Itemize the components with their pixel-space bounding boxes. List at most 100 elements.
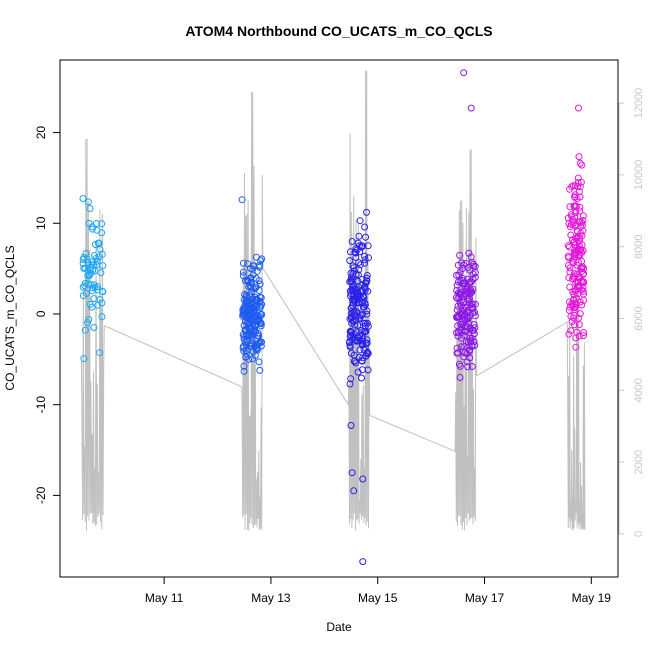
data-point xyxy=(243,319,251,326)
series-flight-4 xyxy=(452,69,479,381)
data-point xyxy=(468,363,476,370)
data-point xyxy=(239,272,247,280)
data-point xyxy=(570,202,578,210)
data-point xyxy=(80,355,88,363)
x-tick-label: May 19 xyxy=(572,591,612,605)
data-point xyxy=(568,236,576,244)
data-point xyxy=(566,243,573,251)
data-point xyxy=(346,338,354,345)
y-tick-label: -10 xyxy=(34,396,48,414)
data-point xyxy=(363,336,371,344)
data-point xyxy=(351,321,359,329)
data-point xyxy=(357,311,365,319)
data-point xyxy=(94,301,102,309)
data-point xyxy=(352,253,360,261)
data-point xyxy=(454,332,462,340)
y-tick-label: 10 xyxy=(34,216,48,230)
data-point xyxy=(453,306,461,314)
data-point xyxy=(81,326,89,334)
data-point xyxy=(351,248,359,256)
data-point xyxy=(456,374,464,381)
data-point xyxy=(471,300,479,308)
data-point xyxy=(468,288,476,296)
data-point xyxy=(453,329,461,337)
data-point xyxy=(464,344,471,352)
data-point xyxy=(84,198,92,206)
data-point xyxy=(471,341,479,349)
data-point xyxy=(88,261,96,269)
data-point xyxy=(79,195,87,202)
data-point xyxy=(465,297,473,305)
data-point xyxy=(461,316,469,324)
data-point xyxy=(460,69,468,77)
data-point xyxy=(577,223,585,231)
data-point xyxy=(453,349,461,357)
data-point xyxy=(348,238,356,245)
data-point xyxy=(83,255,91,263)
data-point xyxy=(346,248,354,256)
data-point xyxy=(577,229,585,237)
data-point xyxy=(88,225,96,233)
data-point xyxy=(96,349,104,357)
data-point xyxy=(576,310,584,318)
data-point xyxy=(456,268,464,276)
data-point xyxy=(363,307,371,315)
data-point xyxy=(565,330,573,338)
data-point xyxy=(81,279,89,287)
data-point xyxy=(93,226,101,234)
data-point xyxy=(355,232,363,240)
series-flight-1 xyxy=(79,195,107,363)
data-point xyxy=(358,341,366,349)
data-point xyxy=(245,325,253,333)
data-point xyxy=(354,333,362,341)
data-point xyxy=(574,246,582,254)
data-point xyxy=(355,259,363,267)
data-point xyxy=(347,422,355,429)
data-point xyxy=(578,278,586,286)
data-point xyxy=(363,272,371,279)
data-point xyxy=(453,281,461,289)
y2-tick-label: 6000 xyxy=(633,306,645,330)
x-tick-label: May 17 xyxy=(465,591,505,605)
y2-tick-label: 12000 xyxy=(633,88,645,119)
data-point xyxy=(348,469,356,477)
y2-tick-label: 0 xyxy=(633,531,645,537)
data-point xyxy=(84,319,91,327)
data-point xyxy=(242,353,250,361)
data-point xyxy=(245,301,253,309)
data-point xyxy=(576,183,584,191)
data-point xyxy=(453,344,461,352)
data-point xyxy=(239,268,247,276)
data-point xyxy=(579,287,587,295)
data-point xyxy=(348,302,356,309)
data-point xyxy=(258,300,266,308)
data-point xyxy=(362,279,370,287)
data-point xyxy=(454,261,462,269)
data-point xyxy=(99,288,107,296)
data-point xyxy=(238,196,246,204)
data-point xyxy=(359,354,367,362)
data-point xyxy=(91,267,99,275)
data-point xyxy=(350,487,358,495)
data-point xyxy=(573,195,581,203)
data-point xyxy=(571,251,578,259)
data-point xyxy=(572,334,580,342)
data-point xyxy=(239,259,247,267)
data-point xyxy=(257,257,265,265)
data-point xyxy=(469,275,477,283)
data-point xyxy=(571,207,579,215)
data-point xyxy=(242,325,250,333)
data-point xyxy=(464,264,472,271)
data-point xyxy=(253,296,261,304)
data-point xyxy=(565,261,572,269)
data-point xyxy=(241,317,249,325)
data-point xyxy=(354,283,362,291)
data-point xyxy=(347,290,355,298)
data-point xyxy=(364,287,372,295)
data-point xyxy=(571,191,579,199)
data-point xyxy=(351,334,358,342)
data-point xyxy=(466,347,474,355)
data-point xyxy=(570,321,578,329)
data-point xyxy=(83,290,90,297)
